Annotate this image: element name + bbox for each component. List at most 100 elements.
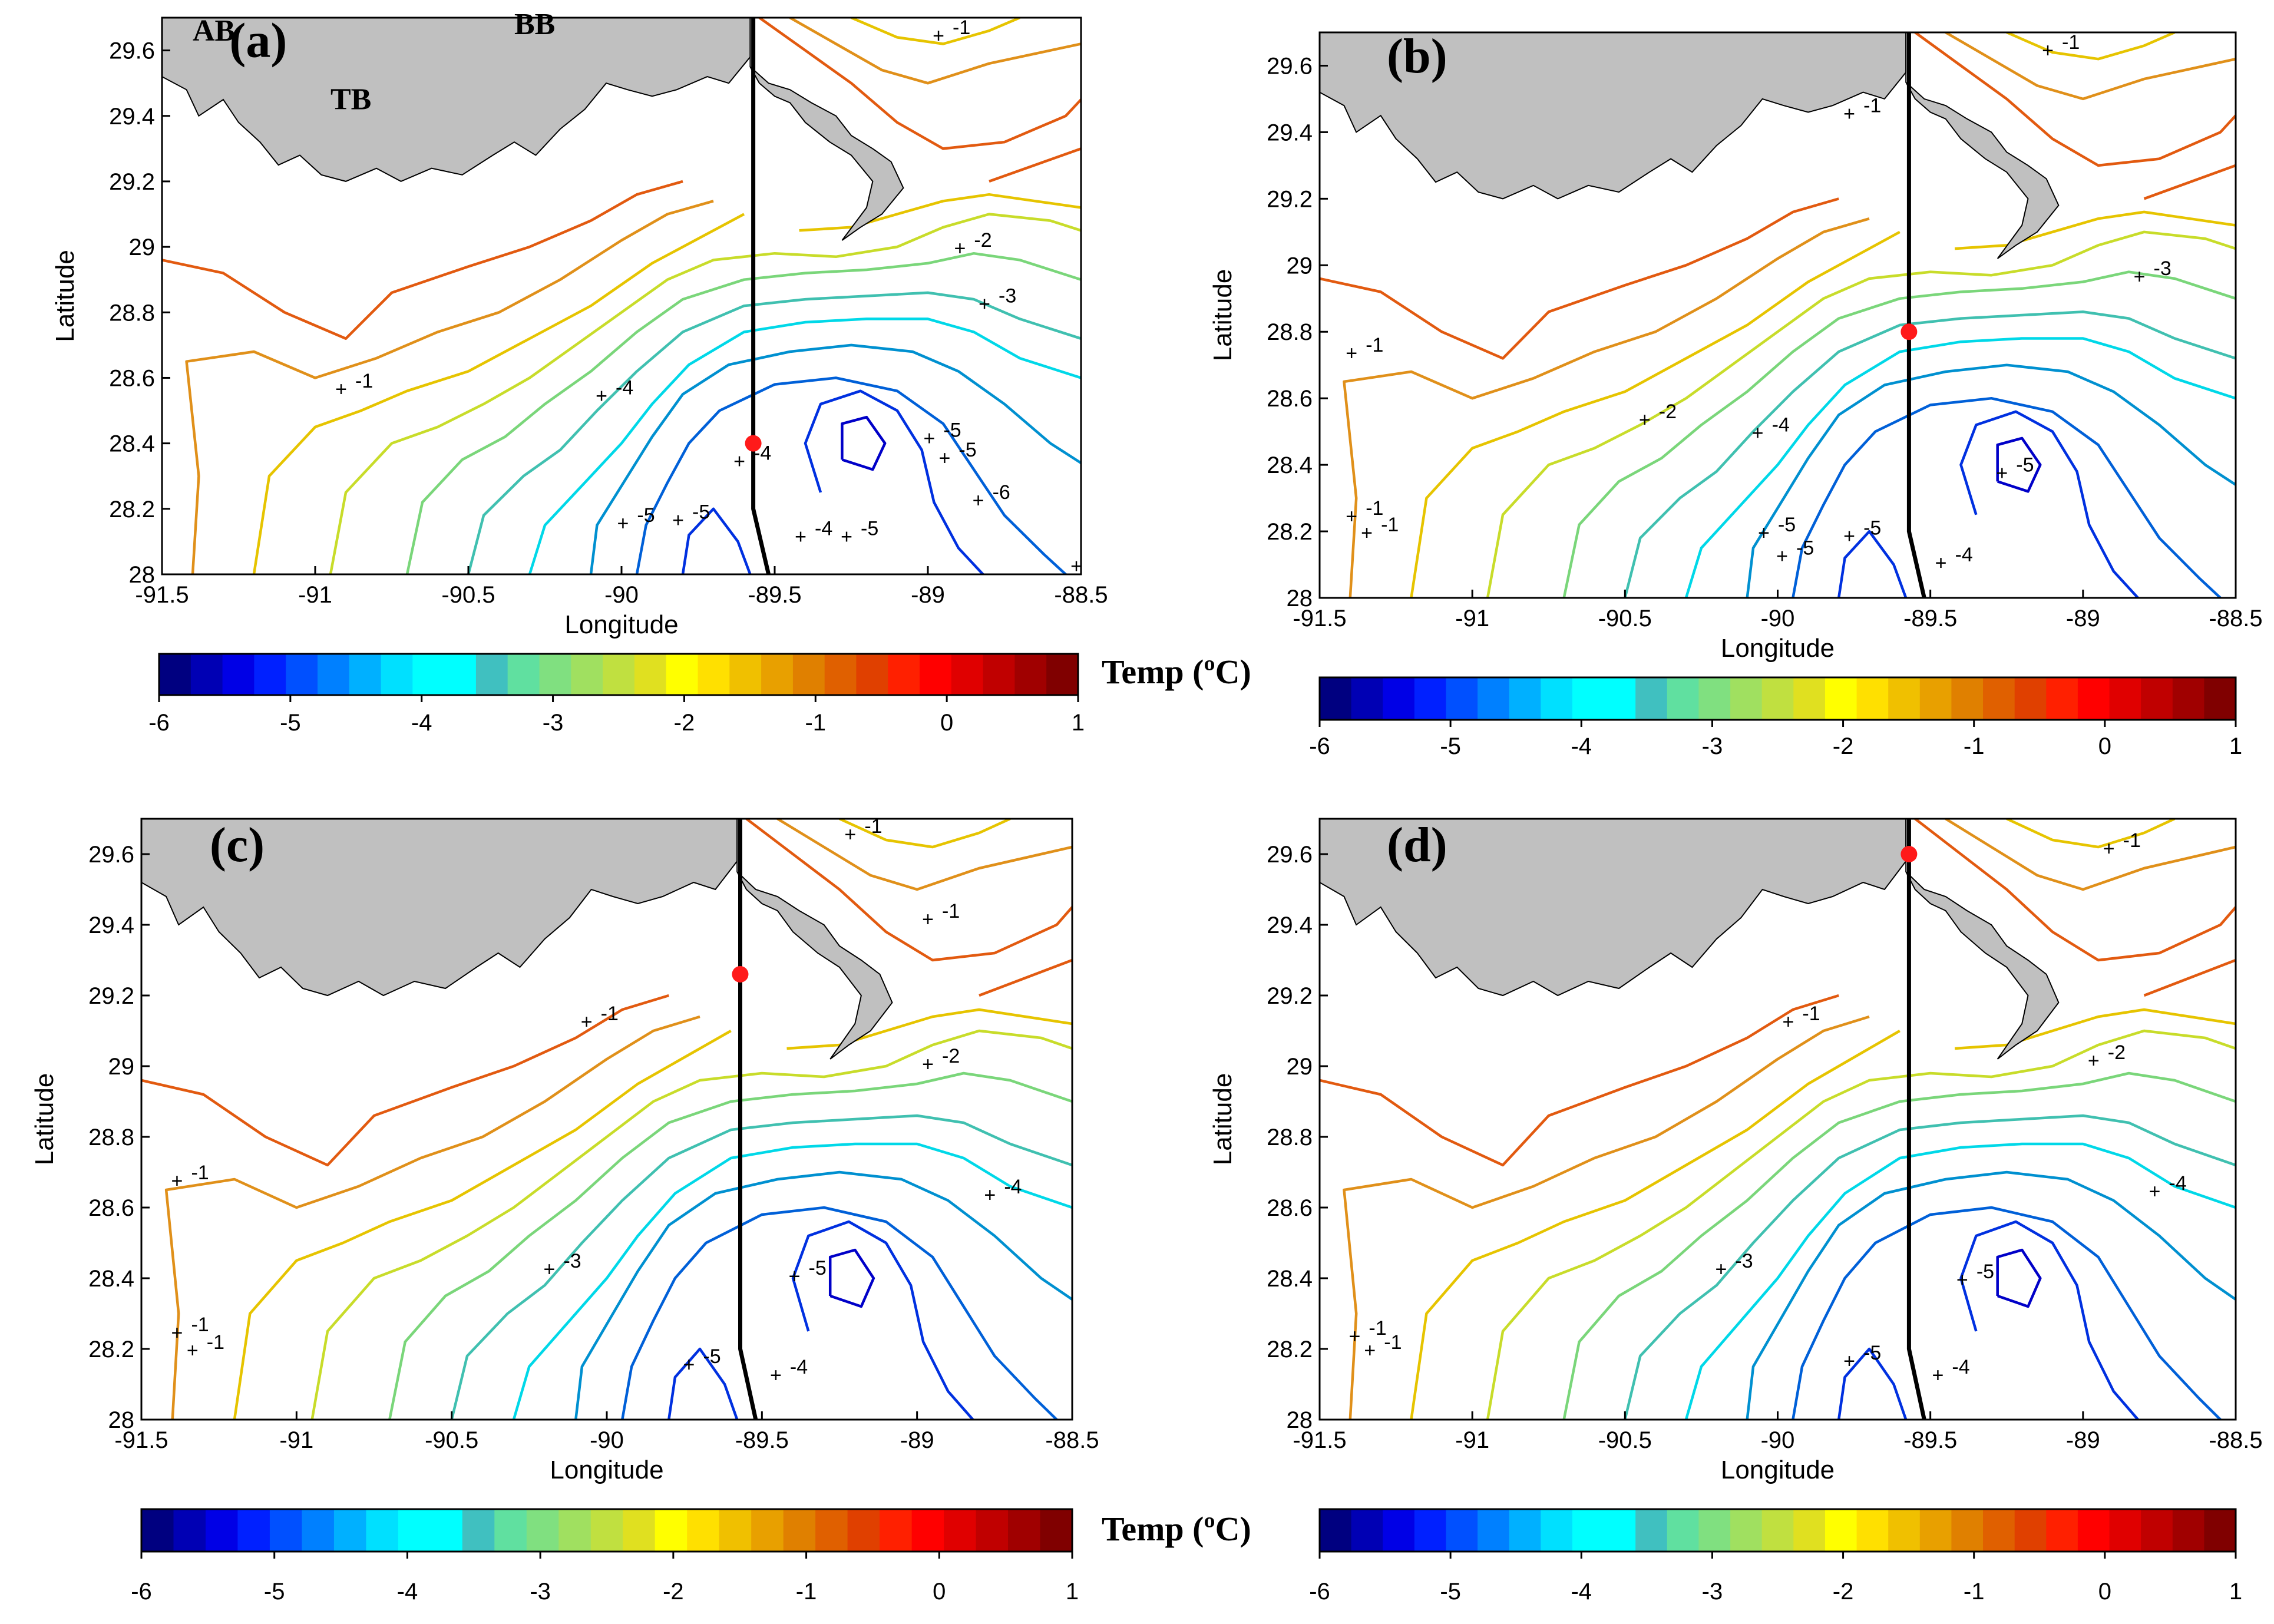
contour-label: -4 xyxy=(616,376,633,399)
colorbar-swatch xyxy=(1825,677,1857,720)
colorbar-tick-label: -6 xyxy=(131,1579,152,1605)
contour-marker: + xyxy=(733,450,745,472)
y-tick-label: 29.4 xyxy=(1267,912,1313,938)
colorbar-swatch xyxy=(2109,1509,2141,1552)
x-tick-label: -89 xyxy=(911,582,945,608)
contour-label: -1 xyxy=(1863,95,1881,117)
contour-line xyxy=(1684,337,2236,598)
x-tick-label: -89.5 xyxy=(735,1427,789,1453)
contour-label: -4 xyxy=(2169,1172,2186,1195)
contour-marker: + xyxy=(1639,409,1651,431)
land-east xyxy=(736,819,893,1060)
land-west xyxy=(1320,819,1907,997)
red-dot-marker xyxy=(1900,846,1918,862)
contour-marker: + xyxy=(933,25,944,47)
y-tick-label: 28.4 xyxy=(1267,452,1313,478)
contour-label: -5 xyxy=(692,501,710,524)
contour-marker: + xyxy=(1932,1364,1944,1387)
colorbar-swatch xyxy=(430,1509,463,1552)
y-tick-label: 28.8 xyxy=(88,1124,134,1150)
contour-label: -5 xyxy=(958,439,976,461)
contour-label: -1 xyxy=(355,370,373,392)
y-tick-label: 28.4 xyxy=(88,1266,134,1292)
colorbar-swatch xyxy=(2014,677,2047,720)
colorbar-swatch xyxy=(1014,654,1047,695)
colorbar-swatch xyxy=(398,1509,431,1552)
colorbar-tick-label: -6 xyxy=(148,710,170,736)
colorbar-swatch xyxy=(751,1509,784,1552)
x-tick-label: -91 xyxy=(279,1427,313,1453)
contour-label: -2 xyxy=(942,1045,960,1067)
contour-line xyxy=(2006,819,2176,849)
y-tick-label: 28.6 xyxy=(1267,386,1313,412)
colorbar-swatch xyxy=(2077,677,2110,720)
contour-line xyxy=(1343,1015,1870,1420)
y-axis-label: Latitude xyxy=(1208,269,1237,362)
colorbar-tick-label: -1 xyxy=(796,1579,817,1605)
x-tick-label: -90 xyxy=(604,582,639,608)
colorbar-swatch xyxy=(976,1509,1009,1552)
colorbar-swatch xyxy=(2077,1509,2110,1552)
y-tick-label: 28.4 xyxy=(1267,1266,1313,1292)
colorbar-swatch xyxy=(1414,677,1447,720)
contour-line xyxy=(1562,1071,2236,1420)
colorbar-swatch xyxy=(1320,1509,1352,1552)
colorbar-3: -6 -5 -4 -3 -2 -1 0 1 xyxy=(1309,1508,2242,1605)
x-axis-label: Longitude xyxy=(1721,634,1835,663)
contour-marker: + xyxy=(984,1184,996,1206)
contour-line xyxy=(758,18,1081,150)
colorbar-swatch xyxy=(206,1509,239,1552)
panel-label: (a) xyxy=(229,14,287,68)
land-west xyxy=(141,819,738,997)
y-tick-label: 28.6 xyxy=(109,365,155,391)
contour-line xyxy=(635,376,1067,574)
colorbar-frame xyxy=(1318,676,2237,721)
colorbar-tick-label: 1 xyxy=(1066,1579,1079,1605)
contour-line xyxy=(252,213,745,574)
section-line xyxy=(1906,32,1926,598)
contour-label: -4 xyxy=(790,1356,808,1378)
y-tick-label: 28 xyxy=(129,562,156,588)
x-axis-label: Longitude xyxy=(1721,1456,1835,1484)
colorbar-swatch xyxy=(2014,1509,2047,1552)
colorbar-swatch xyxy=(1951,1509,1984,1552)
contour-label: -4 xyxy=(1772,414,1790,436)
colorbar-swatch xyxy=(462,1509,495,1552)
colorbar-tick-label: -4 xyxy=(1571,1579,1592,1605)
y-tick-label: 29.6 xyxy=(1267,842,1313,868)
contour-line xyxy=(1562,270,2236,598)
colorbar-tick-label: -5 xyxy=(1440,1579,1461,1605)
contour-line xyxy=(804,389,984,574)
x-tick-label: -89.5 xyxy=(748,582,801,608)
contour-line xyxy=(329,213,1081,574)
colorbar-swatch xyxy=(1414,1509,1447,1552)
contour-marker: + xyxy=(1843,525,1855,548)
colorbar-swatch xyxy=(1478,677,1510,720)
colorbar-swatch xyxy=(824,654,857,695)
contour-label: -6 xyxy=(993,481,1010,504)
contour-marker: + xyxy=(1361,522,1373,544)
contour-line xyxy=(1320,994,1839,1167)
colorbar-tick-label: -5 xyxy=(1440,733,1461,759)
contour-marker: + xyxy=(2149,1180,2160,1203)
colorbar-swatch xyxy=(1351,677,1383,720)
colorbar-swatch xyxy=(792,654,825,695)
contour-line xyxy=(512,1142,1072,1420)
x-tick-label: -91.5 xyxy=(1293,1427,1346,1453)
y-tick-label: 29 xyxy=(129,234,156,260)
contour-label: -4 xyxy=(815,517,832,540)
colorbar-swatch xyxy=(1383,1509,1415,1552)
red-dot-marker xyxy=(732,966,749,983)
region-label: AB xyxy=(193,14,235,48)
colorbar-swatch xyxy=(856,654,888,695)
contour-line xyxy=(164,1015,700,1420)
contour-marker: + xyxy=(1752,422,1764,445)
contour-marker: + xyxy=(1776,545,1788,568)
contour-label: -1 xyxy=(1366,497,1383,520)
contour-marker: + xyxy=(335,378,347,401)
colorbar-tick-label: 1 xyxy=(2229,1579,2242,1605)
contour-marker: + xyxy=(923,428,935,450)
contour-line xyxy=(2143,164,2236,200)
colorbar-swatch xyxy=(698,654,730,695)
colorbar-tick-label: -4 xyxy=(411,710,432,736)
